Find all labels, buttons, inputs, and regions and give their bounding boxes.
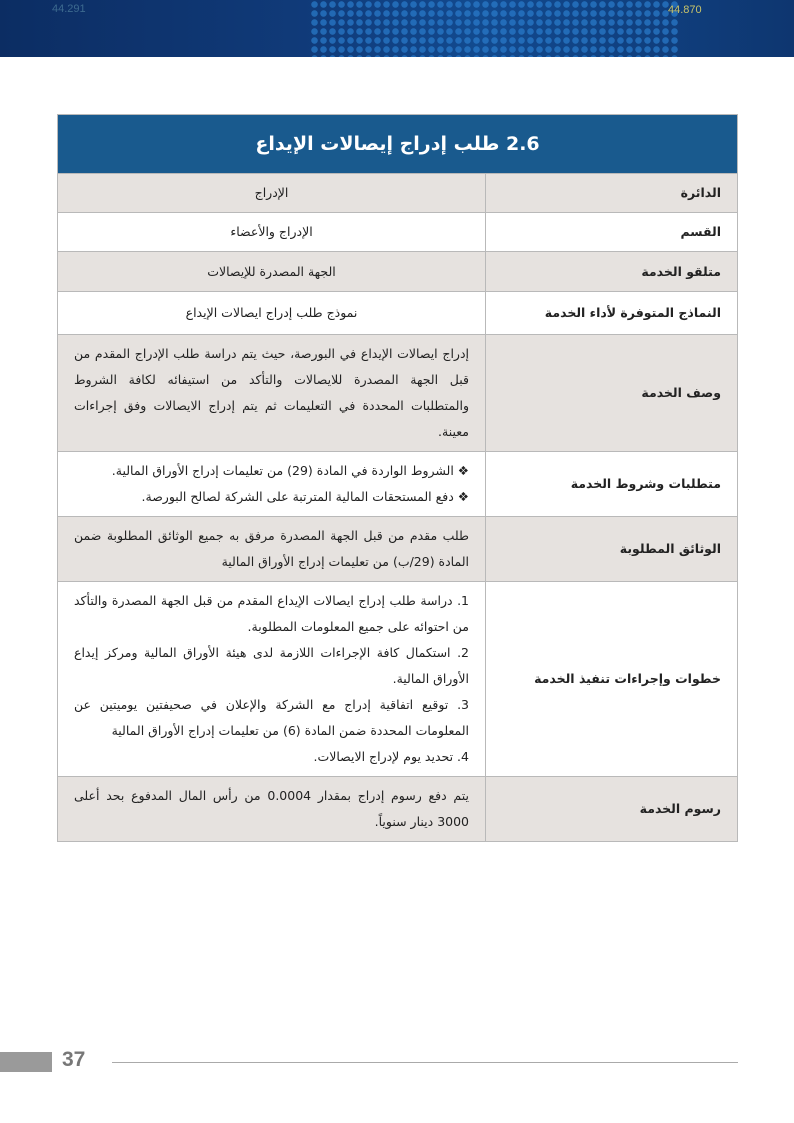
row-label: رسوم الخدمة	[485, 776, 738, 842]
table-title: 2.6 طلب إدراج إيصالات الإيداع	[57, 114, 738, 174]
table-row: وصف الخدمة إدراج ايصالات الإيداع في البور…	[57, 334, 738, 452]
table-row: القسم الإدراج والأعضاء	[57, 212, 738, 252]
row-value: طلب مقدم من قبل الجهة المصدرة مرفق به جم…	[57, 516, 486, 582]
row-label: الدائرة	[485, 173, 738, 213]
list-item: ❖ دفع المستحقات المالية المترتبة على الش…	[141, 489, 469, 504]
world-map-dots	[310, 0, 680, 57]
row-value: يتم دفع رسوم إدراج بمقدار 0.0004 من رأس …	[57, 776, 486, 842]
table-row: متطلبات وشروط الخدمة ❖ الشروط الواردة في…	[57, 451, 738, 517]
row-value: الإدراج	[57, 173, 486, 213]
row-label: النماذج المتوفرة لأداء الخدمة	[485, 291, 738, 335]
list-item: 1. دراسة طلب إدراج ايصالات الإيداع المقد…	[74, 593, 469, 634]
row-label: وصف الخدمة	[485, 334, 738, 452]
row-value: الإدراج والأعضاء	[57, 212, 486, 252]
table-row: متلقو الخدمة الجهة المصدرة للإيصالات	[57, 251, 738, 292]
list-item: 4. تحديد يوم لإدراج الايصالات.	[313, 749, 469, 764]
ticker-value: 44.291	[52, 3, 86, 15]
table-row: الوثائق المطلوبة طلب مقدم من قبل الجهة ال…	[57, 516, 738, 582]
footer-divider	[112, 1062, 738, 1063]
list-item: 2. استكمال كافة الإجراءات اللازمة لدى هي…	[74, 645, 469, 686]
row-label: خطوات وإجراءات تنفيذ الخدمة	[485, 581, 738, 777]
row-label: متطلبات وشروط الخدمة	[485, 451, 738, 517]
page-number: 37	[62, 1048, 86, 1071]
row-value: نموذج طلب إدراج ايصالات الإيداع	[57, 291, 486, 335]
row-value: الجهة المصدرة للإيصالات	[57, 251, 486, 292]
service-table: 2.6 طلب إدراج إيصالات الإيداع الدائرة الإ…	[57, 114, 738, 842]
table-row: الدائرة الإدراج	[57, 173, 738, 213]
header-banner: 44.291 44.870	[0, 0, 794, 57]
row-value: إدراج ايصالات الإيداع في البورصة، حيث يت…	[57, 334, 486, 452]
list-item: 3. توقيع اتفاقية إدراج مع الشركة والإعلا…	[74, 697, 469, 738]
footer-bar	[0, 1052, 52, 1072]
ticker-value: 44.870	[668, 4, 702, 16]
table-row: خطوات وإجراءات تنفيذ الخدمة 1. دراسة طلب…	[57, 581, 738, 777]
row-label: القسم	[485, 212, 738, 252]
row-label: متلقو الخدمة	[485, 251, 738, 292]
list-item: ❖ الشروط الواردة في المادة (29) من تعليم…	[111, 463, 469, 478]
table-row: رسوم الخدمة يتم دفع رسوم إدراج بمقدار 0.0…	[57, 776, 738, 842]
row-label: الوثائق المطلوبة	[485, 516, 738, 582]
table-row: النماذج المتوفرة لأداء الخدمة نموذج طلب إ…	[57, 291, 738, 335]
